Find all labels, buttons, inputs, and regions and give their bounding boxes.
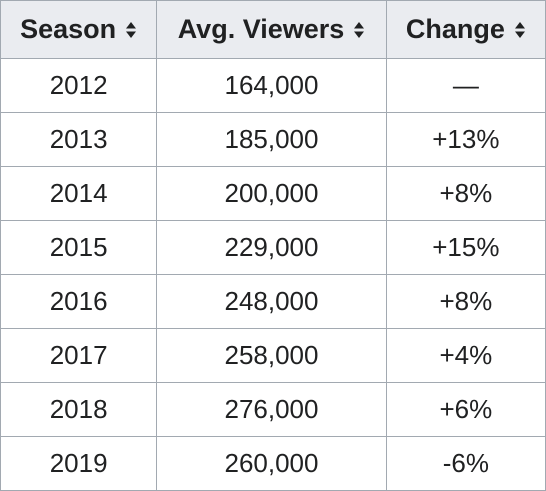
cell-season: 2016 <box>0 274 158 329</box>
table-row: 2016 248,000 +8% <box>0 274 546 329</box>
table-row: 2018 276,000 +6% <box>0 382 546 437</box>
cell-season: 2013 <box>0 112 158 167</box>
table-row: 2019 260,000 -6% <box>0 436 546 491</box>
sort-updown-icon[interactable] <box>353 21 365 39</box>
column-header-label: Change <box>405 14 505 44</box>
table-row: 2014 200,000 +8% <box>0 166 546 221</box>
cell-season: 2015 <box>0 220 158 275</box>
cell-avg-viewers: 260,000 <box>156 436 387 491</box>
cell-season: 2017 <box>0 328 158 383</box>
cell-avg-viewers: 229,000 <box>156 220 387 275</box>
table-row: 2013 185,000 +13% <box>0 112 546 167</box>
cell-change: -6% <box>385 436 546 491</box>
cell-season: 2019 <box>0 436 158 491</box>
cell-change: +13% <box>385 112 546 167</box>
cell-season: 2014 <box>0 166 158 221</box>
table-row: 2017 258,000 +4% <box>0 328 546 383</box>
cell-change: — <box>385 58 546 113</box>
table-header: Season Avg. Viewers Change <box>0 0 546 59</box>
cell-change: +8% <box>385 166 546 221</box>
cell-avg-viewers: 200,000 <box>156 166 387 221</box>
cell-season: 2012 <box>0 58 158 113</box>
cell-change: +8% <box>385 274 546 329</box>
cell-avg-viewers: 258,000 <box>156 328 387 383</box>
sort-updown-icon[interactable] <box>514 21 526 39</box>
column-header-label: Avg. Viewers <box>177 14 345 44</box>
table-body: 2012 164,000 — 2013 185,000 +13% 2014 20… <box>0 58 546 491</box>
column-header-season[interactable]: Season <box>0 0 158 59</box>
table-row: 2012 164,000 — <box>0 58 546 113</box>
cell-season: 2018 <box>0 382 158 437</box>
cell-avg-viewers: 248,000 <box>156 274 387 329</box>
column-header-label: Season <box>20 14 117 44</box>
cell-avg-viewers: 164,000 <box>156 58 387 113</box>
cell-avg-viewers: 276,000 <box>156 382 387 437</box>
cell-change: +6% <box>385 382 546 437</box>
cell-avg-viewers: 185,000 <box>156 112 387 167</box>
cell-change: +15% <box>385 220 546 275</box>
column-header-avg-viewers[interactable]: Avg. Viewers <box>156 0 387 59</box>
table-row: 2015 229,000 +15% <box>0 220 546 275</box>
header-row: Season Avg. Viewers Change <box>0 0 546 59</box>
cell-change: +4% <box>385 328 546 383</box>
column-header-change[interactable]: Change <box>385 0 546 59</box>
sort-updown-icon[interactable] <box>125 21 137 39</box>
